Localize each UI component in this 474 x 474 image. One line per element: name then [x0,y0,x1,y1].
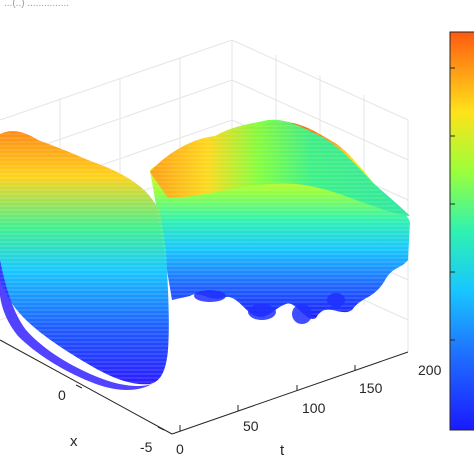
t-tick-label: 0 [176,441,184,457]
surface-mesh [0,131,169,385]
t-tick-label: 150 [359,380,383,396]
t-axis: 0 50 100 150 200 t [176,362,442,459]
surface-mesh-back [150,121,410,319]
x-axis-label: x [70,433,78,450]
x-axis: 0 -5 x [58,384,165,455]
surface [0,119,410,390]
t-tick-label: 50 [243,418,259,434]
t-tick-label: 100 [302,400,326,416]
t-axis-label: t [280,442,285,459]
surface-dips [194,290,345,324]
axis-lines [0,339,409,435]
t-tick-label: 200 [418,362,442,378]
x-tick-label: 0 [58,387,66,403]
colorbar [449,31,474,431]
x-tick-label: -5 [140,439,153,455]
header-text: ...(..) ............... [4,0,69,9]
